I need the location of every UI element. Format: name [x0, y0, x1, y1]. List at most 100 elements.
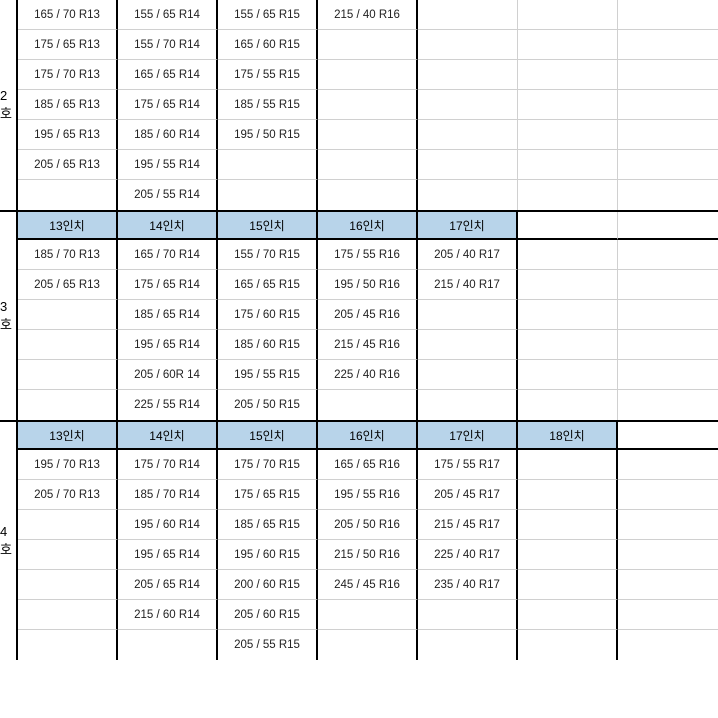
table-cell: [418, 300, 518, 330]
table-cell: 235 / 40 R17: [418, 570, 518, 600]
spacer: [618, 120, 718, 150]
table-cell: 195 / 55 R16: [318, 480, 418, 510]
table-cell: 205 / 70 R13: [18, 480, 118, 510]
section-label: 4호: [0, 422, 18, 660]
table-cell: 195 / 70 R13: [18, 450, 118, 480]
table-cell: [418, 30, 518, 60]
table-row: 175 / 65 R13155 / 70 R14165 / 60 R15: [18, 30, 718, 60]
table-cell: [318, 630, 418, 660]
header-cell: 15인치: [218, 212, 318, 240]
table-cell: [118, 630, 218, 660]
table-cell: 225 / 40 R17: [418, 540, 518, 570]
table-cell: 215 / 60 R14: [118, 600, 218, 630]
table-cell: [18, 540, 118, 570]
table-cell: [318, 180, 418, 210]
table-cell: 175 / 65 R14: [118, 90, 218, 120]
header-cell: 17인치: [418, 422, 518, 450]
table-cell: 205 / 50 R16: [318, 510, 418, 540]
table-cell: [518, 0, 618, 30]
table-cell: [318, 600, 418, 630]
table-cell: 225 / 40 R16: [318, 360, 418, 390]
table-cell: 185 / 65 R15: [218, 510, 318, 540]
table-cell: [218, 180, 318, 210]
table-cell: 165 / 60 R15: [218, 30, 318, 60]
spacer: [618, 212, 718, 240]
table-cell: [518, 300, 618, 330]
header-cell: 16인치: [318, 422, 418, 450]
header-cell: 16인치: [318, 212, 418, 240]
table-cell: 205 / 65 R14: [118, 570, 218, 600]
spacer: [618, 600, 718, 630]
table-cell: 155 / 65 R14: [118, 0, 218, 30]
table-cell: [418, 90, 518, 120]
spacer: [618, 240, 718, 270]
table-cell: 165 / 65 R16: [318, 450, 418, 480]
table-cell: [18, 630, 118, 660]
table-cell: [218, 150, 318, 180]
section-2호: 2호165 / 70 R13155 / 65 R14155 / 65 R1521…: [0, 0, 718, 210]
table-cell: 205 / 45 R16: [318, 300, 418, 330]
spacer: [618, 30, 718, 60]
table-row: 165 / 70 R13155 / 65 R14155 / 65 R15215 …: [18, 0, 718, 30]
table-cell: 185 / 65 R13: [18, 90, 118, 120]
table-cell: 215 / 50 R16: [318, 540, 418, 570]
table-cell: 185 / 60 R14: [118, 120, 218, 150]
table-cell: 215 / 40 R17: [418, 270, 518, 300]
table-row: 205 / 65 R13175 / 65 R14165 / 65 R15195 …: [18, 270, 718, 300]
table-cell: 215 / 45 R17: [418, 510, 518, 540]
spacer: [618, 90, 718, 120]
table-cell: [18, 330, 118, 360]
table-cell: [418, 180, 518, 210]
table-cell: 195 / 65 R14: [118, 330, 218, 360]
table-cell: [418, 60, 518, 90]
table-cell: 195 / 50 R16: [318, 270, 418, 300]
table-cell: 205 / 55 R15: [218, 630, 318, 660]
table-cell: 225 / 55 R14: [118, 390, 218, 420]
spacer: [618, 510, 718, 540]
table-cell: 215 / 40 R16: [318, 0, 418, 30]
header-cell: 13인치: [18, 422, 118, 450]
table-cell: [518, 120, 618, 150]
header-row: 13인치14인치15인치16인치17인치18인치: [18, 422, 718, 450]
table-cell: 205 / 45 R17: [418, 480, 518, 510]
table-cell: 185 / 60 R15: [218, 330, 318, 360]
table-row: 185 / 65 R13175 / 65 R14185 / 55 R15: [18, 90, 718, 120]
table-cell: [518, 570, 618, 600]
table-cell: 205 / 50 R15: [218, 390, 318, 420]
table-row: 195 / 65 R13185 / 60 R14195 / 50 R15: [18, 120, 718, 150]
header-cell: 13인치: [18, 212, 118, 240]
table-cell: [318, 390, 418, 420]
table-cell: [318, 90, 418, 120]
spacer: [618, 450, 718, 480]
table-row: 195 / 60 R14185 / 65 R15205 / 50 R16215 …: [18, 510, 718, 540]
section-label: 3호: [0, 212, 18, 420]
table-cell: 175 / 65 R15: [218, 480, 318, 510]
table-cell: [518, 510, 618, 540]
table-cell: [518, 630, 618, 660]
table-cell: [18, 570, 118, 600]
table-cell: [318, 30, 418, 60]
table-cell: [418, 120, 518, 150]
table-row: 225 / 55 R14205 / 50 R15: [18, 390, 718, 420]
table-cell: 175 / 70 R15: [218, 450, 318, 480]
table-row: 195 / 65 R14185 / 60 R15215 / 45 R16: [18, 330, 718, 360]
table-cell: [418, 390, 518, 420]
table-cell: [518, 240, 618, 270]
spacer: [618, 390, 718, 420]
table-row: 195 / 65 R14195 / 60 R15215 / 50 R16225 …: [18, 540, 718, 570]
table-cell: [518, 60, 618, 90]
spacer: [618, 150, 718, 180]
table-row: 205 / 65 R14200 / 60 R15245 / 45 R16235 …: [18, 570, 718, 600]
table-cell: 175 / 55 R16: [318, 240, 418, 270]
table-cell: [518, 540, 618, 570]
header-cell: 14인치: [118, 422, 218, 450]
data-rows: 165 / 70 R13155 / 65 R14155 / 65 R15215 …: [18, 0, 718, 210]
table-cell: [18, 390, 118, 420]
table-cell: 205 / 65 R13: [18, 150, 118, 180]
table-cell: 195 / 65 R14: [118, 540, 218, 570]
table-cell: [18, 180, 118, 210]
table-cell: [418, 630, 518, 660]
table-row: 205 / 55 R14: [18, 180, 718, 210]
table-cell: [18, 360, 118, 390]
table-cell: 185 / 55 R15: [218, 90, 318, 120]
